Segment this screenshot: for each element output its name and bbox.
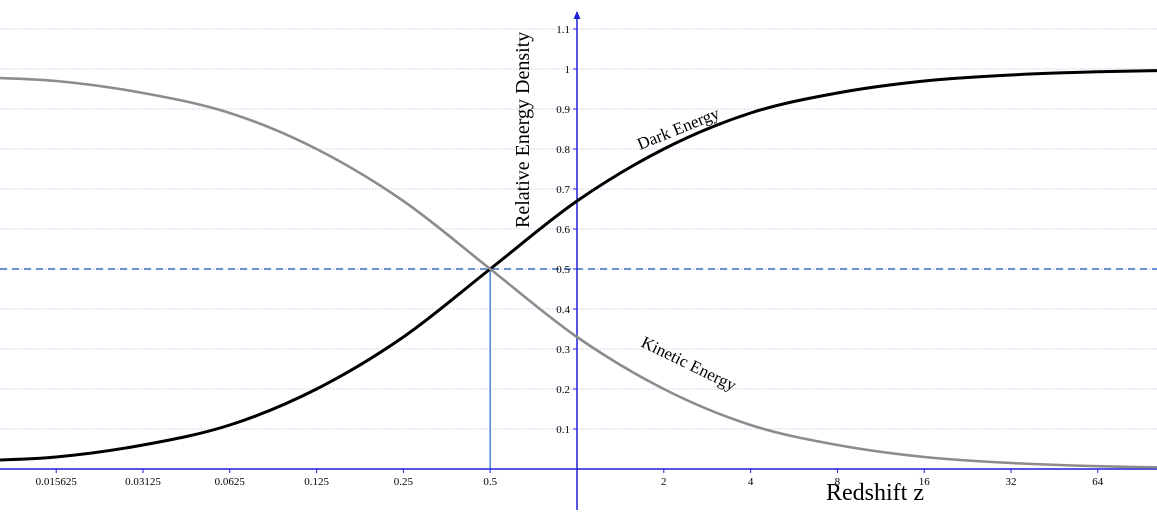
y-tick-label: 0.1 (556, 424, 570, 436)
x-tick-label: 8 (835, 476, 841, 488)
series-line-dark-energy (0, 69, 1157, 462)
y-tick-label: 0.9 (556, 104, 570, 116)
x-tick-label: 0.125 (304, 476, 329, 488)
y-tick-label: 0.3 (556, 344, 570, 356)
x-tick-label: 32 (1006, 476, 1017, 488)
series-line-kinetic-energy (0, 76, 1157, 469)
x-axis-label: Redshift z (826, 480, 924, 506)
grid (0, 28, 1157, 430)
y-tick-label: 1.1 (556, 24, 570, 36)
x-tick-label: 16 (919, 476, 931, 488)
x-tick-label: 0.5 (483, 476, 497, 488)
reference-lines (0, 268, 1157, 469)
y-tick-label: 0.4 (556, 304, 570, 316)
y-tick-label: 1 (565, 64, 571, 76)
x-tick-label: 0.25 (394, 476, 414, 488)
series-label-kinetic-energy: Kinetic Energy (638, 333, 739, 395)
y-axis-label: Relative Energy Density (512, 32, 534, 228)
y-axis-arrow-icon (573, 11, 581, 19)
y-tick-label: 0.5 (556, 264, 570, 276)
x-tick-label: 0.0625 (215, 476, 246, 488)
x-tick-label: 0.015625 (36, 476, 78, 488)
series (0, 69, 1157, 469)
y-tick-label: 0.8 (556, 144, 570, 156)
y-tick-label: 0.6 (556, 224, 570, 236)
ticks: 0.015625 0.03125 0.0625 0.125 0.25 0.5 2 4 8 16 32… (36, 24, 1104, 488)
axes (0, 11, 1157, 510)
y-tick-label: 0.7 (556, 184, 570, 196)
x-tick-label: 64 (1092, 476, 1104, 488)
x-tick-label: 0.03125 (125, 476, 161, 488)
x-tick-label: 4 (748, 476, 754, 488)
x-tick-label: 2 (661, 476, 667, 488)
y-tick-label: 0.2 (556, 384, 570, 396)
